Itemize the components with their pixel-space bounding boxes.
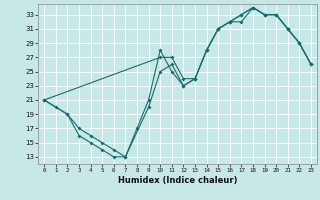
X-axis label: Humidex (Indice chaleur): Humidex (Indice chaleur) — [118, 176, 237, 185]
